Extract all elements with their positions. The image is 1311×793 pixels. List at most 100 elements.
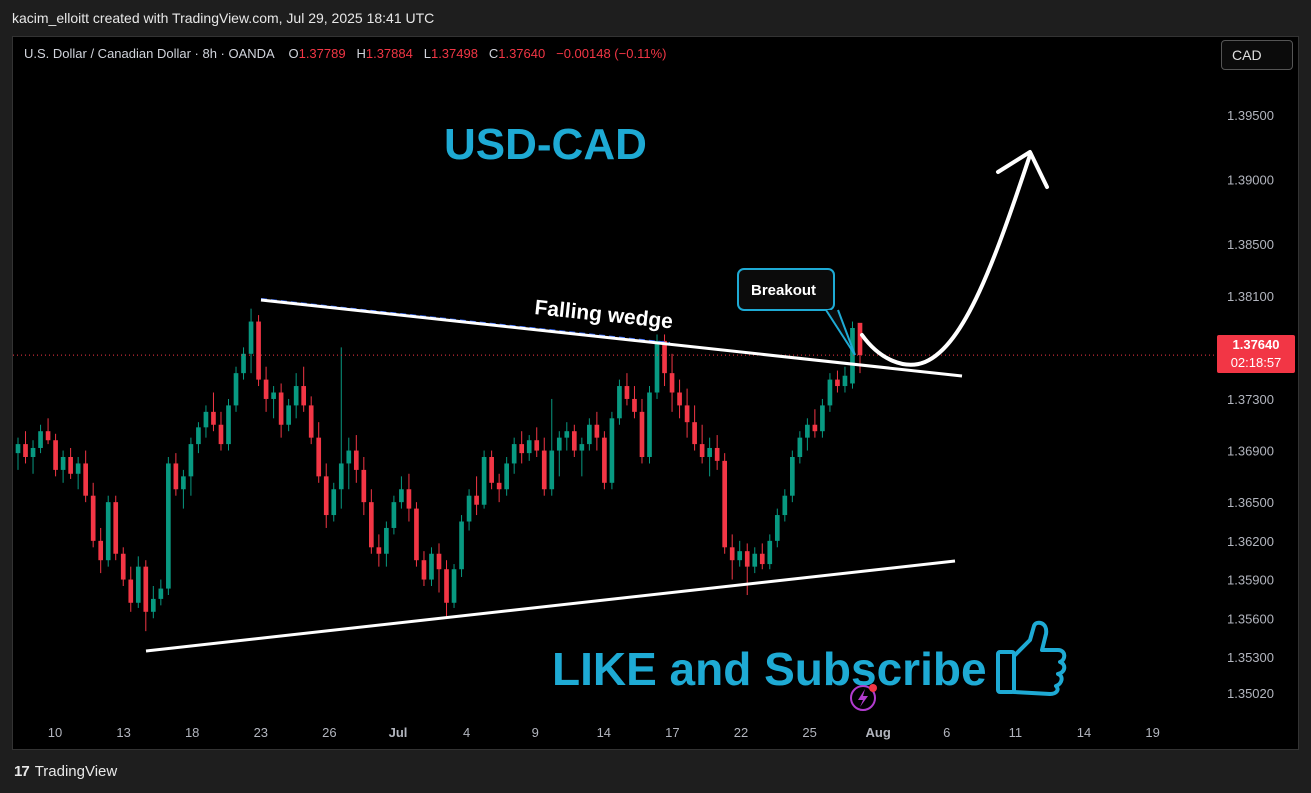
candle-body[interactable]: [669, 373, 675, 393]
candle-body[interactable]: [857, 322, 863, 356]
candle-body[interactable]: [594, 424, 600, 438]
candle-body[interactable]: [248, 321, 254, 354]
candle-body[interactable]: [774, 515, 780, 541]
candle-body[interactable]: [128, 579, 134, 603]
candle-body[interactable]: [474, 495, 479, 505]
candle-body[interactable]: [820, 405, 825, 432]
candle-body[interactable]: [23, 444, 28, 457]
candle-body[interactable]: [549, 450, 555, 490]
candle-body[interactable]: [587, 424, 592, 445]
candle-body[interactable]: [233, 373, 239, 406]
candle-body[interactable]: [60, 457, 66, 470]
currency-button[interactable]: CAD: [1221, 40, 1293, 70]
candle-body[interactable]: [353, 450, 359, 470]
candle-body[interactable]: [391, 502, 397, 528]
candle-body[interactable]: [105, 502, 111, 561]
candle-body[interactable]: [226, 405, 231, 445]
candle-body[interactable]: [113, 502, 119, 554]
candle-body[interactable]: [684, 405, 690, 423]
candle-body[interactable]: [30, 447, 36, 457]
candle-body[interactable]: [120, 553, 126, 580]
candle-body[interactable]: [759, 553, 765, 565]
candle-body[interactable]: [842, 375, 848, 387]
candle-body[interactable]: [143, 566, 149, 612]
candle-body[interactable]: [541, 450, 547, 490]
candle-body[interactable]: [571, 431, 577, 451]
candle-body[interactable]: [203, 411, 209, 428]
candle-body[interactable]: [384, 527, 389, 554]
candle-body[interactable]: [812, 424, 818, 432]
candle-body[interactable]: [647, 392, 652, 458]
candle-body[interactable]: [790, 457, 795, 496]
candle-body[interactable]: [632, 398, 637, 412]
candle-body[interactable]: [737, 551, 743, 561]
candle-body[interactable]: [459, 521, 464, 570]
candle-body[interactable]: [489, 457, 494, 483]
candle-body[interactable]: [556, 437, 562, 451]
candle-body[interactable]: [256, 321, 261, 380]
candle-body[interactable]: [75, 463, 81, 474]
candle-body[interactable]: [850, 328, 855, 384]
candle-body[interactable]: [323, 476, 329, 516]
candle-body[interactable]: [376, 547, 382, 554]
candle-body[interactable]: [511, 444, 517, 464]
candle-body[interactable]: [286, 405, 291, 425]
candle-body[interactable]: [293, 386, 299, 406]
candle-body[interactable]: [271, 392, 276, 399]
candle-body[interactable]: [90, 495, 96, 541]
candle-body[interactable]: [707, 447, 712, 457]
candle-body[interactable]: [624, 386, 630, 399]
candle-body[interactable]: [308, 405, 314, 438]
candle-body[interactable]: [406, 489, 412, 509]
candle-body[interactable]: [181, 476, 186, 490]
candle-body[interactable]: [369, 502, 374, 548]
candle-body[interactable]: [338, 463, 344, 490]
candle-body[interactable]: [196, 427, 201, 445]
candle-body[interactable]: [692, 422, 697, 445]
candle-body[interactable]: [729, 547, 735, 561]
candle-body[interactable]: [805, 424, 810, 438]
candle-body[interactable]: [241, 353, 246, 374]
candle-body[interactable]: [797, 437, 803, 457]
candle-body[interactable]: [301, 386, 307, 406]
candle-body[interactable]: [564, 431, 570, 438]
candle-body[interactable]: [38, 431, 43, 448]
candle-body[interactable]: [436, 553, 442, 570]
candle-body[interactable]: [399, 489, 404, 503]
tradingview-logo[interactable]: 17 TradingView: [14, 763, 117, 780]
candle-body[interactable]: [218, 424, 224, 445]
candle-body[interactable]: [135, 566, 141, 603]
candle-body[interactable]: [504, 463, 509, 490]
candle-body[interactable]: [53, 440, 58, 470]
candle-body[interactable]: [361, 469, 367, 503]
candle-body[interactable]: [827, 379, 833, 406]
candle-body[interactable]: [722, 460, 728, 548]
candle-body[interactable]: [83, 463, 88, 496]
candle-body[interactable]: [15, 444, 21, 454]
candle-body[interactable]: [639, 411, 645, 457]
lower-trendline[interactable]: [145, 559, 956, 653]
candle-body[interactable]: [466, 495, 472, 522]
candle-body[interactable]: [45, 431, 51, 441]
candle-body[interactable]: [166, 463, 171, 589]
upper-trendline[interactable]: [260, 298, 963, 378]
candle-body[interactable]: [744, 551, 750, 567]
symbol-label[interactable]: U.S. Dollar / Canadian Dollar · 8h · OAN…: [24, 46, 274, 61]
candle-body[interactable]: [782, 495, 788, 516]
candle-body[interactable]: [767, 540, 773, 565]
candle-body[interactable]: [278, 392, 284, 425]
candle-body[interactable]: [98, 540, 104, 561]
candle-body[interactable]: [346, 450, 352, 464]
candle-body[interactable]: [68, 457, 73, 474]
candle-body[interactable]: [699, 444, 705, 457]
candle-body[interactable]: [421, 560, 427, 580]
candle-body[interactable]: [444, 569, 449, 603]
candle-body[interactable]: [429, 553, 434, 580]
candle-body[interactable]: [188, 444, 194, 477]
candle-body[interactable]: [752, 553, 758, 567]
candle-body[interactable]: [602, 437, 607, 483]
candle-body[interactable]: [158, 588, 164, 599]
candle-body[interactable]: [173, 463, 179, 490]
candle-body[interactable]: [414, 508, 419, 561]
